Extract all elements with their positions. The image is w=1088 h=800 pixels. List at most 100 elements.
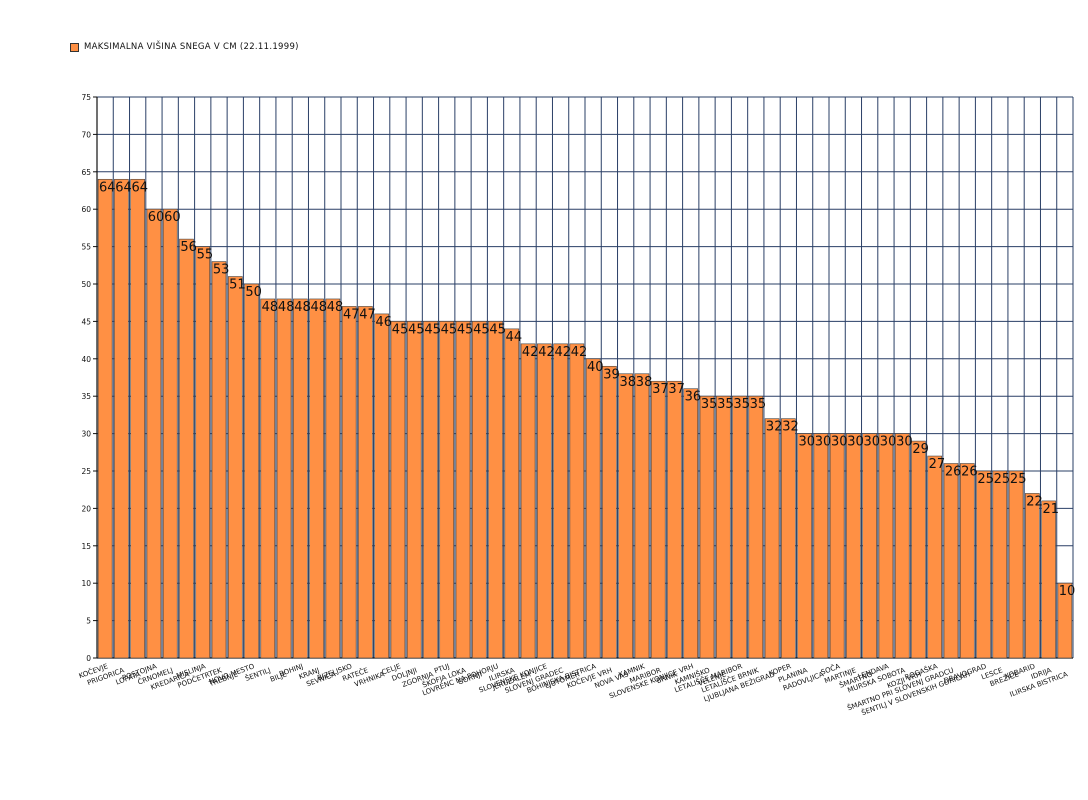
- y-tick-label: 55: [81, 243, 91, 252]
- bar: [146, 208, 162, 659]
- bar: [634, 373, 650, 659]
- bar: [618, 373, 633, 659]
- data-label: 45: [457, 322, 474, 337]
- data-label: 30: [831, 435, 848, 450]
- y-tick-label: 70: [81, 130, 91, 139]
- bar: [211, 261, 227, 659]
- y-tick-label: 50: [81, 280, 91, 289]
- bar: [732, 395, 747, 659]
- bar: [488, 321, 503, 659]
- data-label: 42: [571, 345, 588, 360]
- bar: [683, 388, 699, 659]
- data-label: 45: [424, 322, 441, 337]
- bar: [276, 298, 292, 659]
- bar: [846, 433, 861, 659]
- bar: [358, 306, 373, 659]
- bar: [878, 433, 894, 659]
- bar: [97, 178, 113, 659]
- data-label: 32: [766, 420, 783, 435]
- bar: [520, 343, 536, 659]
- data-label: 36: [685, 390, 702, 405]
- bar: [504, 328, 520, 659]
- data-label: 51: [229, 278, 246, 293]
- legend-swatch: [70, 42, 79, 52]
- bar: [667, 380, 682, 659]
- bar: [195, 246, 211, 659]
- data-label: 40: [587, 360, 604, 375]
- bar: [325, 298, 341, 659]
- data-label: 26: [945, 465, 962, 480]
- data-label: 37: [668, 382, 685, 397]
- data-label: 45: [408, 322, 425, 337]
- bar: [585, 358, 601, 659]
- data-label: 45: [473, 322, 490, 337]
- data-label: 48: [310, 300, 327, 315]
- y-tick-label: 5: [86, 617, 91, 626]
- bar: [748, 395, 764, 659]
- data-label: 37: [652, 382, 669, 397]
- bar: [341, 306, 357, 659]
- data-label: 42: [554, 345, 571, 360]
- y-tick-label: 0: [86, 654, 91, 663]
- data-label: 60: [148, 210, 165, 225]
- bar: [959, 463, 975, 659]
- bar: [699, 395, 715, 659]
- bar: [764, 418, 780, 659]
- y-tick-label: 15: [81, 542, 91, 551]
- data-label: 45: [392, 322, 409, 337]
- data-label: 21: [1042, 502, 1059, 517]
- y-tick-label: 20: [81, 504, 91, 513]
- bar: [162, 208, 178, 659]
- bar: [1041, 500, 1056, 659]
- data-label: 55: [197, 248, 214, 263]
- y-tick-label: 10: [81, 579, 91, 588]
- data-label: 35: [733, 397, 750, 412]
- y-tick-label: 30: [81, 430, 91, 439]
- data-label: 30: [847, 435, 864, 450]
- data-label: 56: [180, 240, 197, 255]
- data-label: 48: [294, 300, 311, 315]
- y-tick-label: 45: [81, 317, 91, 326]
- data-label: 30: [798, 435, 815, 450]
- data-label: 44: [506, 330, 523, 345]
- data-label: 30: [880, 435, 897, 450]
- legend-label: MAKSIMALNA VIŠINA SNEGA V CM (22.11.1999…: [84, 42, 299, 52]
- data-label: 38: [620, 375, 637, 390]
- bar: [650, 380, 666, 659]
- bar: [569, 343, 585, 659]
- bar: [911, 440, 926, 659]
- data-label: 10: [1059, 584, 1076, 599]
- data-label: 45: [441, 322, 458, 337]
- data-label: 53: [213, 263, 230, 278]
- data-label: 25: [1010, 472, 1027, 487]
- data-label: 48: [278, 300, 295, 315]
- bar: [114, 178, 129, 659]
- data-label: 47: [359, 307, 376, 322]
- bar: [439, 321, 455, 659]
- data-label: 35: [717, 397, 734, 412]
- bar: [390, 321, 406, 659]
- y-tick-label: 35: [81, 392, 91, 401]
- bar: [1057, 582, 1073, 659]
- bar: [423, 321, 438, 659]
- data-label: 42: [538, 345, 555, 360]
- bar: [602, 365, 617, 659]
- bar: [1025, 493, 1040, 659]
- data-label: 30: [864, 435, 881, 450]
- bar: [813, 433, 829, 659]
- data-label: 64: [99, 180, 116, 195]
- data-label: 50: [245, 285, 262, 300]
- data-label: 60: [164, 210, 181, 225]
- bar: [976, 470, 991, 659]
- bar: [1008, 470, 1024, 659]
- data-label: 39: [603, 367, 620, 382]
- bar: [244, 283, 259, 659]
- bar: [455, 321, 471, 659]
- bar: [715, 395, 731, 659]
- data-label: 45: [489, 322, 506, 337]
- bar: [227, 276, 243, 659]
- data-label: 30: [896, 435, 913, 450]
- bar: [829, 433, 845, 659]
